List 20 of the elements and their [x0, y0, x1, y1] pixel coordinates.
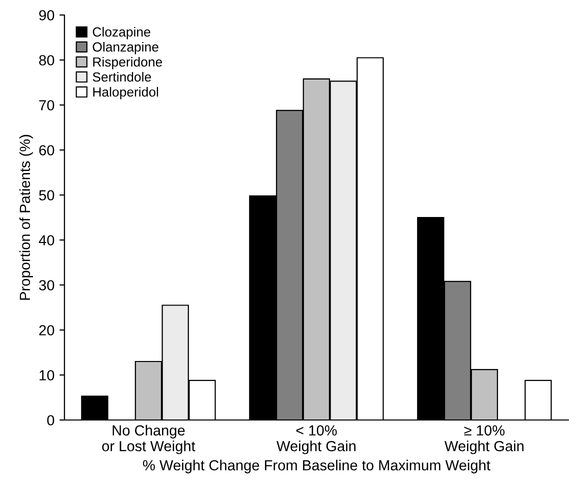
x-tick-label: < 10% Weight Gain — [276, 425, 356, 454]
y-tick-label: 90 — [39, 10, 54, 20]
legend-label: Clozapine — [92, 26, 150, 40]
x-tick-label: ≥ 10% Weight Gain — [444, 425, 524, 454]
y-tick-label: 10 — [40, 370, 54, 380]
y-tick-label: 80 — [39, 55, 54, 66]
y-tick-label: 40 — [38, 235, 54, 246]
y-tick-label: 70 — [39, 100, 54, 110]
y-tick-label: 60 — [39, 145, 54, 156]
y-tick-label: 20 — [39, 325, 54, 336]
y-tick-label: 30 — [39, 280, 54, 290]
legend-label: Haloperidol — [93, 86, 158, 100]
legend-label: Risperidone — [93, 56, 162, 70]
x-axis-title: % Weight Change From Baseline to Maximum Weight — [142, 460, 490, 474]
y-axis-title: Proportion of Patients (%) — [19, 134, 33, 300]
legend-label: Olanzapine — [92, 42, 158, 54]
legend-label: Sertindole — [92, 72, 151, 82]
y-tick-label: 50 — [39, 190, 54, 200]
y-tick-label: 0 — [47, 415, 54, 426]
x-tick-label: No Change or Lost Weight — [102, 424, 196, 454]
